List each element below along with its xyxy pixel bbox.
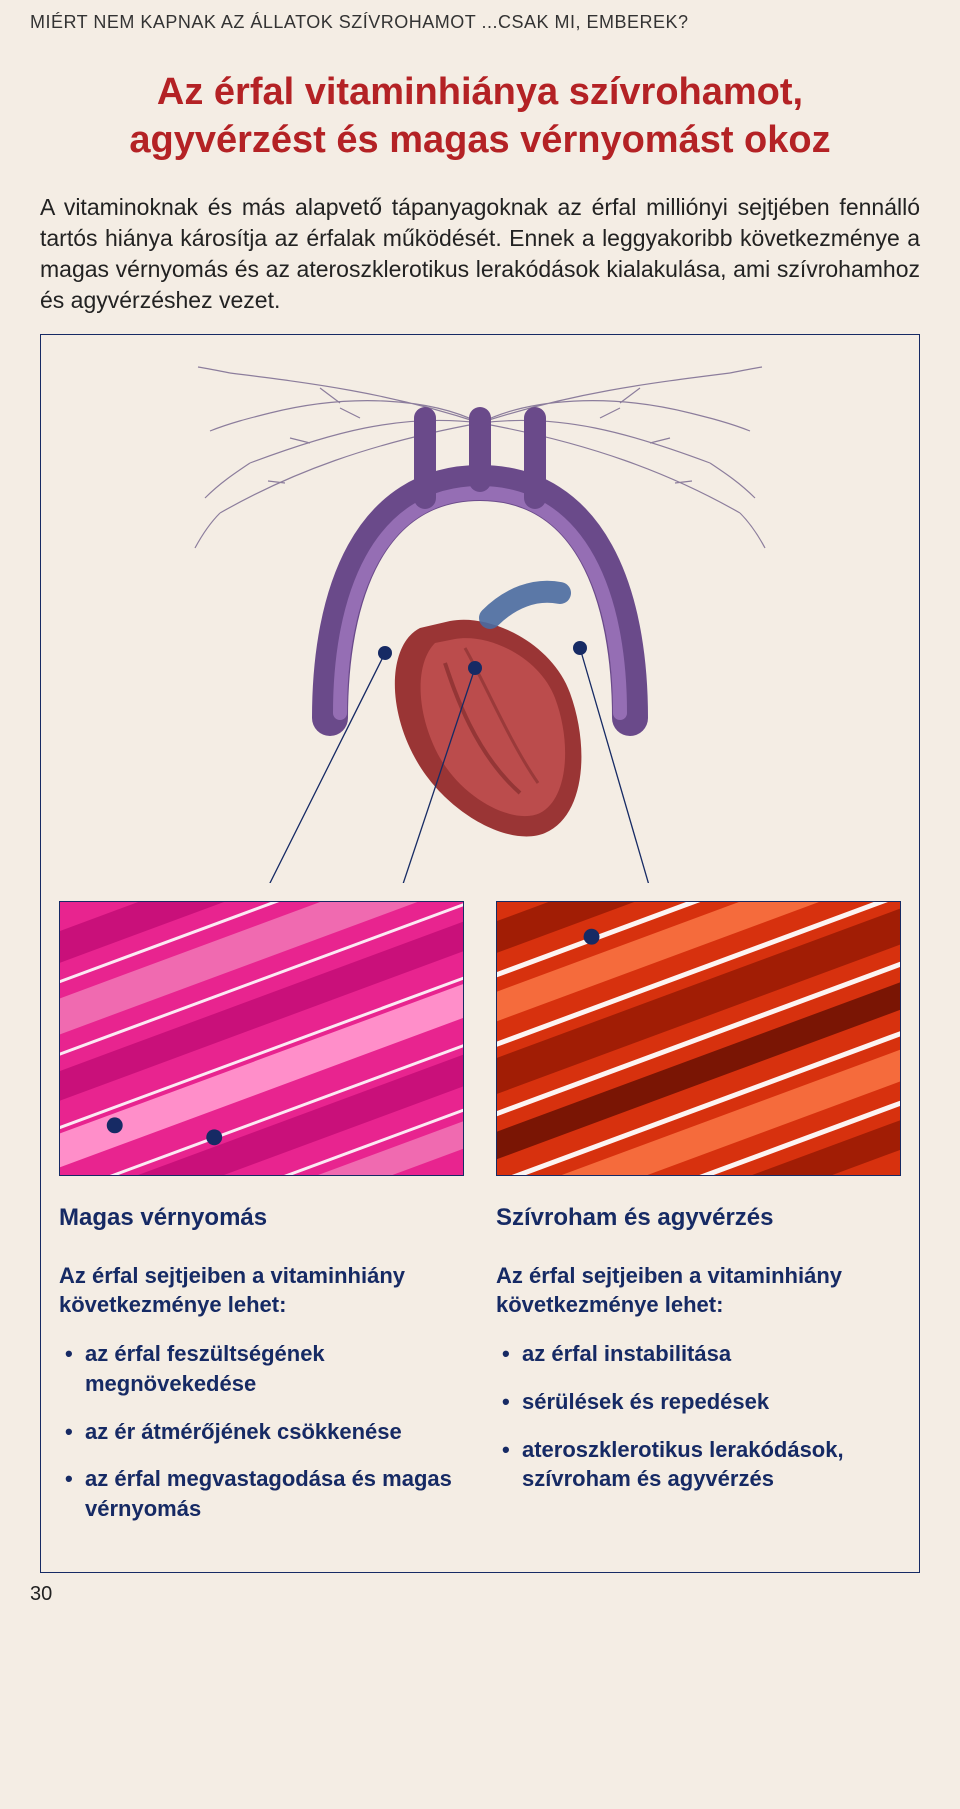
list-item: ateroszklerotikus lerakódások, szívroham… (496, 1435, 901, 1494)
heart-svg (190, 363, 770, 883)
list-item: az érfal feszültségének megnövekedése (59, 1339, 464, 1398)
tissue-red (496, 901, 901, 1176)
title-line-2: agyvérzést és magas vérnyomást okoz (60, 117, 900, 165)
list-item: az ér átmérőjének csökkenése (59, 1417, 464, 1447)
body-paragraph: A vitaminoknak és más alapvető tápanyago… (40, 192, 920, 316)
figure-container: Magas vérnyomás Az érfal sejtjeiben a vi… (40, 334, 920, 1573)
title-line-1: Az érfal vitaminhiánya szívrohamot, (60, 69, 900, 117)
page-header: MIÉRT NEM KAPNAK AZ ÁLLATOK SZÍVROHAMOT … (30, 0, 930, 51)
list-item: az érfal instabilitása (496, 1339, 901, 1369)
right-subtitle: Az érfal sejtjeiben a vitaminhiány követ… (496, 1262, 901, 1319)
left-subtitle: Az érfal sejtjeiben a vitaminhiány követ… (59, 1262, 464, 1319)
right-title: Szívroham és agyvérzés (496, 1204, 901, 1232)
left-column: Magas vérnyomás Az érfal sejtjeiben a vi… (59, 1204, 464, 1542)
main-title: Az érfal vitaminhiánya szívrohamot, agyv… (60, 69, 900, 164)
right-list: az érfal instabilitása sérülések és repe… (496, 1339, 901, 1494)
right-column: Szívroham és agyvérzés Az érfal sejtjeib… (496, 1204, 901, 1542)
captions-row: Magas vérnyomás Az érfal sejtjeiben a vi… (59, 1204, 901, 1542)
tissue-pink (59, 901, 464, 1176)
list-item: az érfal megvastagodása és magas vérnyom… (59, 1464, 464, 1523)
left-list: az érfal feszültségének megnövekedése az… (59, 1339, 464, 1523)
page-number: 30 (30, 1583, 930, 1606)
tissue-row (59, 901, 901, 1176)
left-title: Magas vérnyomás (59, 1204, 464, 1232)
list-item: sérülések és repedések (496, 1387, 901, 1417)
heart-illustration (59, 353, 901, 893)
